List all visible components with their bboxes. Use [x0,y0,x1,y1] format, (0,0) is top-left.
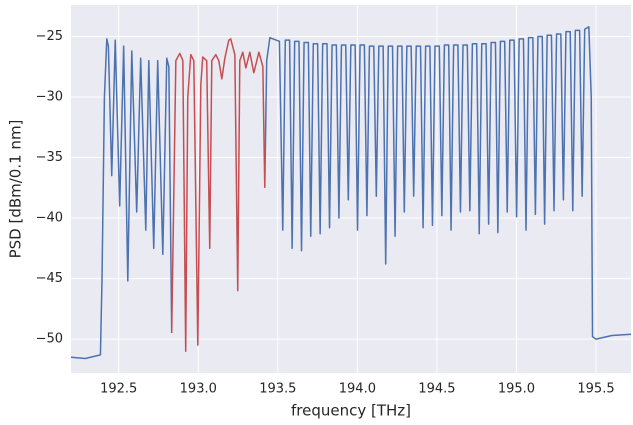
y-tick-label: −40 [36,211,63,226]
y-axis-label: PSD [dBm/0.1 nm] [7,120,25,259]
x-tick-label: 194.0 [339,382,376,397]
psd-line [70,26,632,360]
x-tick-label: 194.5 [418,382,455,397]
x-axis-label: frequency [THz] [291,402,411,420]
x-tick-label: 195.5 [577,382,614,397]
y-tick-label: −25 [36,29,63,44]
y-tick-label: −50 [36,332,63,347]
y-tick-label: −45 [36,271,63,286]
x-tick-label: 193.0 [180,382,217,397]
y-tick-label: −35 [36,150,63,165]
y-tick-label: −30 [36,90,63,105]
psd-line [170,38,266,352]
x-tick-label: 192.5 [100,382,137,397]
x-tick-label: 193.5 [259,382,296,397]
x-tick-label: 195.0 [498,382,535,397]
